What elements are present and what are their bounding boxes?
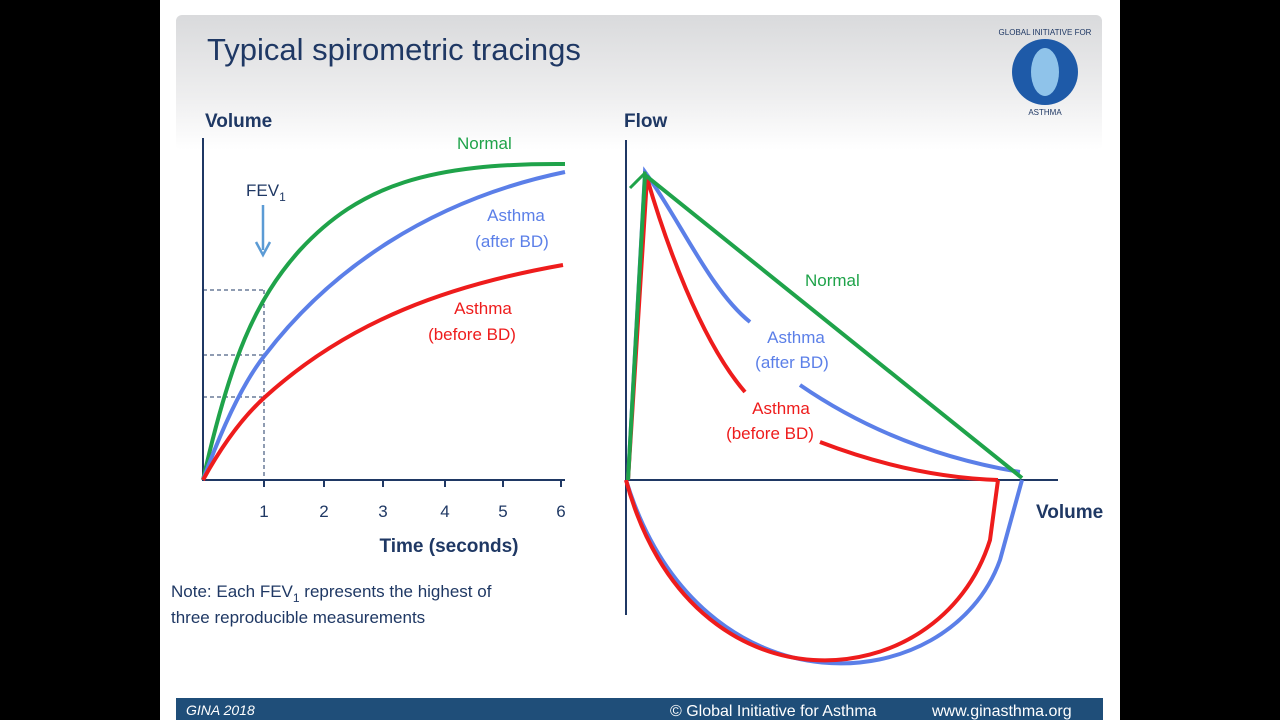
x-tick-label: 1 bbox=[259, 502, 268, 521]
x-tick-label: 5 bbox=[498, 502, 507, 521]
footer-copyright: © Global Initiative for Asthma bbox=[670, 703, 877, 720]
before-bd-label: (before BD) bbox=[726, 424, 814, 443]
before-bd-curve bbox=[201, 263, 564, 481]
note-text: Note: Each FEV bbox=[171, 582, 294, 601]
logo-text: ASTHMA bbox=[1028, 108, 1062, 117]
fev-sub: 1 bbox=[279, 190, 286, 204]
normal-label: Normal bbox=[805, 271, 860, 290]
fev-guides bbox=[203, 289, 265, 480]
x-axis-label: Time (seconds) bbox=[379, 536, 518, 557]
logo: GLOBAL INITIATIVE FOR ASTHMA bbox=[999, 28, 1092, 117]
footer-left: GINA 2018 bbox=[186, 702, 255, 718]
before-bd-curve bbox=[626, 177, 747, 481]
logo-text: GLOBAL INITIATIVE FOR bbox=[999, 28, 1092, 37]
before-bd-loop bbox=[624, 479, 1000, 663]
x-axis-label: Volume bbox=[1036, 502, 1103, 523]
arrow-head bbox=[254, 241, 272, 258]
before-bd-label: Asthma bbox=[752, 399, 810, 418]
fev-label: FEV1 bbox=[246, 181, 286, 204]
x-tick-label: 2 bbox=[319, 502, 328, 521]
note: three reproducible measurements bbox=[171, 608, 425, 627]
x-tick-label: 4 bbox=[440, 502, 449, 521]
y-axis-label: Volume bbox=[205, 111, 272, 132]
fev: FEV bbox=[246, 181, 280, 200]
after-bd-label: (after BD) bbox=[755, 353, 829, 372]
after-bd-label: Asthma bbox=[487, 206, 545, 225]
x-tick-label: 6 bbox=[556, 502, 565, 521]
after-bd-label: Asthma bbox=[767, 328, 825, 347]
note-text: represents the highest of bbox=[300, 582, 492, 601]
footer-bar bbox=[176, 698, 1103, 720]
before-bd-label: Asthma bbox=[454, 299, 512, 318]
note: Note: Each FEV1 represents the highest o… bbox=[171, 582, 492, 605]
title: Typical spirometric tracings bbox=[207, 32, 581, 67]
normal-curve bbox=[201, 161, 566, 481]
after-bd-label: (after BD) bbox=[475, 232, 549, 251]
header-bg bbox=[176, 15, 1102, 150]
after-bd-loop bbox=[624, 479, 1024, 666]
normal-curve bbox=[628, 170, 648, 190]
footer-url: www.ginasthma.org bbox=[931, 703, 1072, 720]
note-sub: 1 bbox=[293, 591, 300, 605]
x-tick-label: 3 bbox=[378, 502, 387, 521]
after-bd-curve bbox=[201, 170, 566, 481]
y-axis-label: Flow bbox=[624, 111, 667, 132]
before-bd-curve bbox=[819, 440, 999, 482]
normal-label: Normal bbox=[457, 134, 512, 153]
before-bd-label: (before BD) bbox=[428, 325, 516, 344]
after-bd-curve bbox=[798, 383, 1021, 474]
